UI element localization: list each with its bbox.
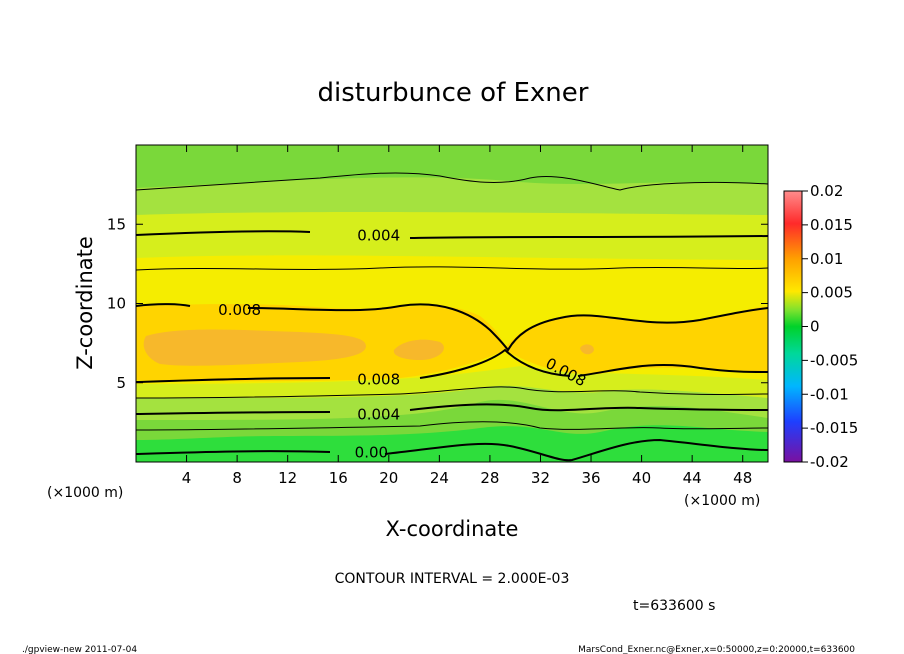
contour-label: 0.004: [357, 226, 400, 244]
x-tick-label: 36: [581, 469, 600, 487]
x-tick-label: 24: [430, 469, 449, 487]
footer-right: MarsCond_Exner.nc@Exner,x=0:50000,z=0:20…: [578, 645, 855, 654]
colorbar-tick-label: -0.01: [810, 385, 849, 403]
colorbar-tick-label: 0.005: [810, 284, 853, 302]
colorbar-tick-label: -0.02: [810, 453, 849, 471]
colorbar-tick-label: 0.015: [810, 216, 853, 234]
x-tick-label: 28: [480, 469, 499, 487]
x-tick-label: 44: [683, 469, 702, 487]
x-tick-label: 16: [329, 469, 348, 487]
colorbar: 0.02 0.015 0.01 0.005 0 -0.005 -0.01 -0.015 -0.0…: [783, 182, 858, 471]
contour-line: [136, 172, 768, 191]
colorbar-tick-label: 0.02: [810, 182, 843, 200]
colorbar-tick-label: 0.01: [810, 250, 843, 268]
contour-label: 0.008: [357, 371, 400, 389]
band-max: [143, 329, 366, 366]
contour-label: 0.004: [357, 405, 400, 423]
x-tick-label: 48: [733, 469, 752, 487]
contour-interval: CONTOUR INTERVAL = 2.000E-03: [335, 571, 570, 587]
contour-line: [136, 266, 768, 271]
x-axis-label: X-coordinate: [386, 517, 519, 541]
colorbar-tick-label: 0: [810, 318, 820, 336]
x-tick-label: 12: [278, 469, 297, 487]
x-tick-label: 8: [232, 469, 242, 487]
contour-line: [136, 348, 768, 383]
x-axis: 4 8 12 16 20 24 28 32 36 40 44 48: [182, 145, 752, 487]
contour-line: [136, 303, 768, 352]
x-tick-label: 4: [182, 469, 192, 487]
band-max-3: [580, 344, 594, 355]
contour-label: 0.008: [218, 301, 261, 319]
contour-line: [136, 386, 768, 399]
y-tick-label: 5: [116, 374, 126, 392]
x-tick-label: 32: [531, 469, 550, 487]
x-unit-right: (×1000 m): [684, 493, 760, 509]
footer-left: ./gpview-new 2011-07-04: [22, 645, 137, 654]
x-tick-label: 20: [379, 469, 398, 487]
chart-title: disturbunce of Exner: [318, 78, 589, 108]
x-tick-label: 40: [632, 469, 651, 487]
contour-line: [136, 438, 768, 462]
colorbar-tick-label: -0.005: [810, 351, 858, 369]
y-tick-label: 10: [107, 295, 126, 313]
timestamp: t=633600 s: [633, 598, 715, 614]
colorbar-ticks: 0.02 0.015 0.01 0.005 0 -0.005 -0.01 -0.015 -0.0…: [802, 182, 858, 471]
contour-line: [136, 403, 768, 415]
x-unit-left: (×1000 m): [47, 485, 123, 501]
y-tick-label: 15: [107, 215, 126, 233]
contour-line: [136, 421, 768, 431]
band-max-2: [393, 339, 444, 360]
contour-line: [136, 230, 768, 239]
colorbar-tick-label: -0.015: [810, 419, 858, 437]
plot-area: [136, 145, 768, 462]
y-axis-label: Z-coordinate: [73, 236, 97, 370]
colorbar-gradient: [783, 190, 803, 463]
contour-label: 0.00: [355, 443, 388, 461]
y-axis: 5 10 15: [107, 215, 768, 392]
